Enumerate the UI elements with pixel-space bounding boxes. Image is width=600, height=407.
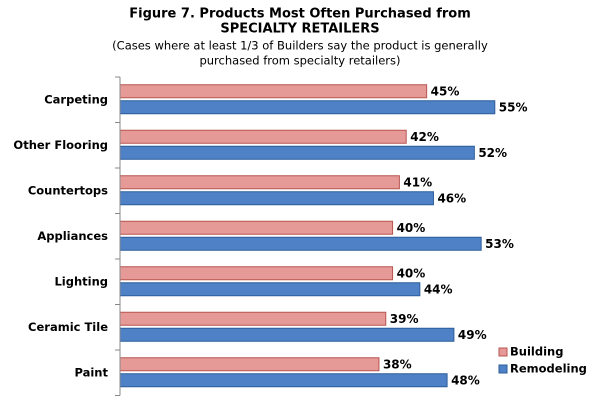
bar (119, 145, 475, 160)
bar (119, 84, 428, 99)
legend-swatch (498, 347, 508, 357)
legend-label: Remodeling (510, 362, 587, 376)
value-label: 48% (451, 373, 480, 387)
bar (119, 100, 496, 115)
value-label: 42% (410, 130, 439, 144)
bar (119, 175, 400, 190)
value-label: 53% (485, 237, 514, 251)
bar (119, 357, 380, 372)
y-tick-label: Appliances (37, 229, 108, 243)
value-label: 55% (499, 100, 528, 114)
value-label: 45% (431, 84, 460, 98)
value-label: 52% (478, 146, 507, 160)
legend-label: Building (510, 345, 563, 359)
bar (119, 236, 482, 251)
value-label: 40% (397, 266, 426, 280)
value-label: 44% (424, 282, 453, 296)
bar (119, 266, 394, 281)
value-label: 39% (390, 312, 419, 326)
chart-subtitle: (Cases where at least 1/3 of Builders sa… (112, 39, 488, 53)
bar (119, 311, 387, 326)
chart-title: Figure 7. Products Most Often Purchased … (129, 7, 471, 22)
value-label: 46% (437, 191, 466, 205)
bar (119, 191, 434, 206)
y-tick-label: Lighting (54, 274, 108, 288)
y-tick-label: Carpeting (44, 92, 108, 106)
value-label: 41% (403, 175, 432, 189)
y-tick-label: Countertops (28, 183, 108, 197)
y-tick-label: Paint (74, 365, 108, 379)
bar (119, 373, 448, 388)
legend-swatch (498, 364, 508, 374)
value-label: 38% (383, 357, 412, 371)
bar (119, 129, 407, 144)
chart-subtitle: purchased from specialty retailers) (199, 54, 400, 68)
bar (119, 282, 421, 297)
value-label: 40% (397, 221, 426, 235)
chart-title: SPECIALTY RETAILERS (220, 22, 379, 37)
bar (119, 327, 455, 342)
y-tick-label: Ceramic Tile (28, 320, 108, 334)
y-tick-label: Other Flooring (13, 138, 108, 152)
value-label: 49% (458, 328, 487, 342)
bar (119, 220, 394, 235)
